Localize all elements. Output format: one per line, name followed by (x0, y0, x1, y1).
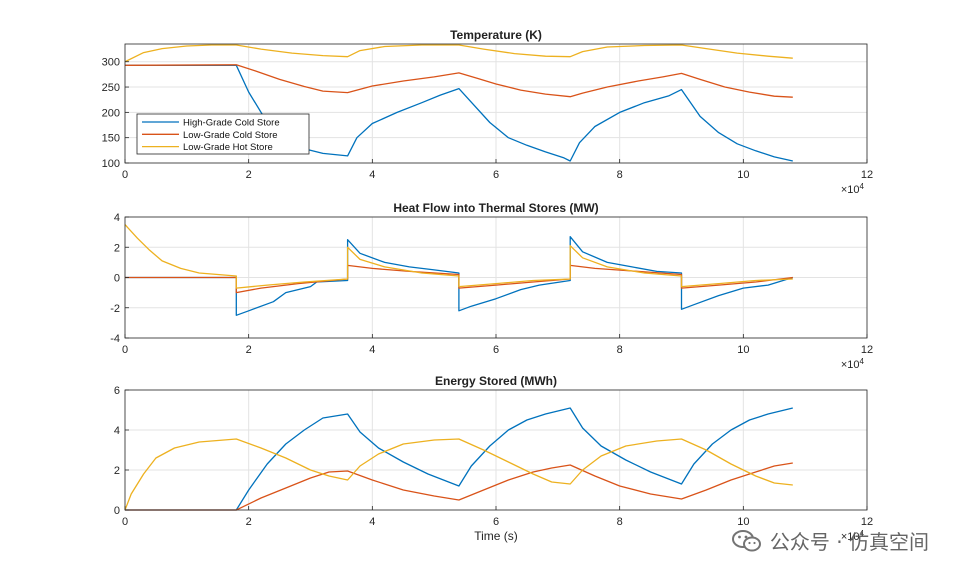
axes-1-xtick-label: 8 (617, 169, 623, 181)
axes-2-xtick-label: 8 (617, 344, 623, 356)
axes-3-xtick-label: 10 (737, 516, 749, 528)
axes-1-ytick-label: 250 (102, 82, 120, 94)
axes-1-legend-label-1: High-Grade Cold Store (183, 118, 280, 129)
axes-1-xtick-label: 10 (737, 169, 749, 181)
axes-1-xtick-label: 2 (246, 169, 252, 181)
axes-3-ytick-label: 4 (114, 425, 120, 437)
axes-3-xtick-label: 2 (246, 516, 252, 528)
axes-1-ytick-label: 150 (102, 133, 120, 145)
axes-1-legend-label-2: Low-Grade Cold Store (183, 130, 278, 141)
axes-2-xtick-label: 0 (122, 344, 128, 356)
axes-2-series-3-line (124, 224, 793, 289)
axes-1-ytick-label: 200 (102, 107, 120, 119)
axes-1-ytick-label: 100 (102, 158, 120, 170)
watermark: 公众号 · 仿真空间 (731, 526, 929, 555)
axes-3-series-1-line (125, 407, 793, 511)
axes-1-title: Temperature (K) (450, 28, 542, 42)
axes-3-ytick-label: 2 (114, 465, 120, 477)
axes-3-xtick-label: 8 (617, 516, 623, 528)
axes-3-x-exponent: ×104 (841, 529, 865, 543)
axes-2-xtick-label: 4 (369, 344, 375, 356)
axes-2-xtick-label: 2 (246, 344, 252, 356)
axes-3-series-2-line (125, 462, 793, 511)
axes-2-ytick-label: 0 (114, 273, 120, 285)
axes-2-ytick-label: 2 (114, 242, 120, 254)
axes-1-x-exponent: ×104 (841, 182, 865, 196)
axes-3-ytick-label: 0 (114, 505, 120, 517)
axes-2-series-1-line (125, 236, 793, 316)
watermark-text: 公众号 · 仿真空间 (769, 530, 929, 554)
axes-2-xtick-label: 10 (737, 344, 749, 356)
axes-1-series-2-line (124, 64, 793, 98)
axes-2-ytick-label: -2 (110, 303, 120, 315)
axes-1-xtick-label: 6 (493, 169, 499, 181)
axes-1-series-3-line (124, 44, 793, 63)
axes-1-xtick-label: 0 (122, 169, 128, 181)
axes-2-ytick-label: -4 (110, 333, 120, 345)
axes-3-xlabel: Time (s) (474, 529, 518, 543)
wechat-icon (731, 529, 761, 551)
axes-2-xtick-label: 12 (861, 344, 873, 356)
axes-3-title: Energy Stored (MWh) (435, 374, 557, 388)
axes-3-ytick-label: 6 (114, 385, 120, 397)
axes-2-ytick-label: 4 (114, 212, 120, 224)
axes-3-xtick-label: 0 (122, 516, 128, 528)
axes-1-legend-label-3: Low-Grade Hot Store (183, 142, 273, 153)
axes-3-xtick-label: 6 (493, 516, 499, 528)
axes-1-xtick-label: 4 (369, 169, 375, 181)
axes-1-ytick-label: 300 (102, 57, 120, 69)
axes-3-xtick-label: 4 (369, 516, 375, 528)
axes-1-series-1-line (125, 64, 793, 162)
axes-2-xtick-label: 6 (493, 344, 499, 356)
axes-3-series-3-line (124, 438, 793, 511)
axes-2-title: Heat Flow into Thermal Stores (MW) (393, 201, 598, 215)
axes-1-xtick-label: 12 (861, 169, 873, 181)
axes-3-xtick-label: 12 (861, 516, 873, 528)
axes-2-x-exponent: ×104 (841, 357, 865, 371)
